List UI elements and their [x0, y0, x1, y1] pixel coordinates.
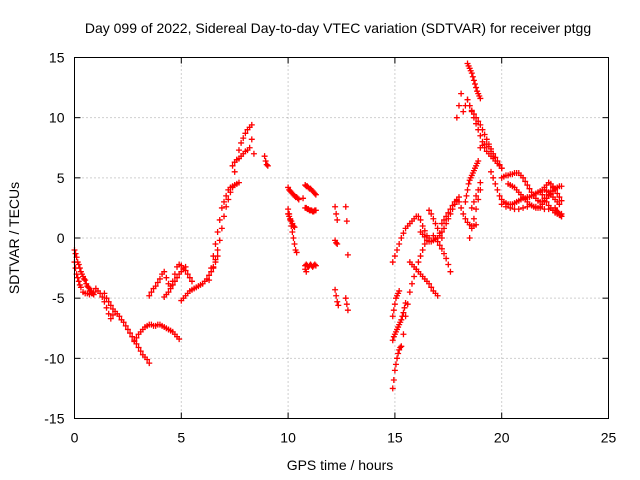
data-point-group [430, 232, 454, 275]
data-point-group [438, 198, 458, 227]
data-point-group [389, 343, 405, 392]
data-point-group [389, 213, 433, 266]
data-point-group [285, 210, 298, 231]
data-point-group [302, 266, 310, 275]
data-point-group [389, 299, 409, 344]
data-point-group [261, 153, 271, 169]
y-tick-label: -5 [52, 290, 65, 306]
x-tick-label: 15 [387, 430, 403, 446]
data-point-group [464, 60, 484, 102]
y-tick-label: -15 [44, 411, 64, 427]
data-point-group [406, 259, 441, 299]
data-point-group [131, 321, 183, 345]
data-point-group [477, 141, 497, 160]
y-tick-label: 15 [49, 50, 65, 66]
y-axis-label: SDTVAR / TECUs [6, 182, 22, 294]
data-point-group [332, 286, 342, 309]
data-point-group [342, 203, 351, 258]
x-tick-label: 25 [601, 430, 617, 446]
x-axis-label: GPS time / hours [287, 457, 394, 473]
data-point-group [462, 157, 482, 205]
data-point-group [466, 186, 484, 241]
data-point-group [248, 136, 257, 157]
data-point-group [80, 289, 97, 298]
x-tick-label: 5 [177, 430, 185, 446]
data-point-group [71, 247, 97, 298]
data-point-group [552, 204, 565, 220]
data-point-group [400, 241, 428, 338]
x-tick-label: 0 [71, 430, 79, 446]
x-tick-label: 10 [280, 430, 296, 446]
data-point-group [302, 182, 319, 198]
x-tick-label: 20 [494, 430, 510, 446]
y-tick-label: 5 [57, 170, 65, 186]
axis-ticks: 0 5 10 15 20 25 -15 -10 -5 0 5 10 15 [44, 50, 616, 446]
data-point-group [178, 253, 221, 304]
data-point-group [229, 144, 253, 169]
data-point-group [541, 179, 565, 204]
data-points [71, 60, 565, 392]
y-tick-label: -10 [44, 350, 64, 366]
data-point-group [92, 285, 116, 322]
y-tick-label: 0 [57, 230, 65, 246]
data-point-group [302, 261, 319, 270]
data-point-group [453, 90, 465, 121]
data-point-group [342, 295, 351, 314]
data-point-group [302, 204, 319, 215]
data-point-group [332, 237, 341, 248]
data-point-group [285, 184, 302, 203]
grid-lines [74, 57, 609, 419]
data-point-group [161, 263, 189, 300]
data-point-group [468, 179, 484, 211]
data-point-group [300, 195, 307, 202]
data-point-group [426, 207, 445, 241]
data-point-group [464, 96, 505, 172]
data-point-group [389, 287, 403, 320]
chart-title: Day 099 of 2022, Sidereal Day-to-day VTE… [85, 20, 591, 36]
y-tick-label: 10 [49, 110, 65, 126]
data-point-group [332, 203, 341, 223]
data-point-group [210, 182, 238, 272]
